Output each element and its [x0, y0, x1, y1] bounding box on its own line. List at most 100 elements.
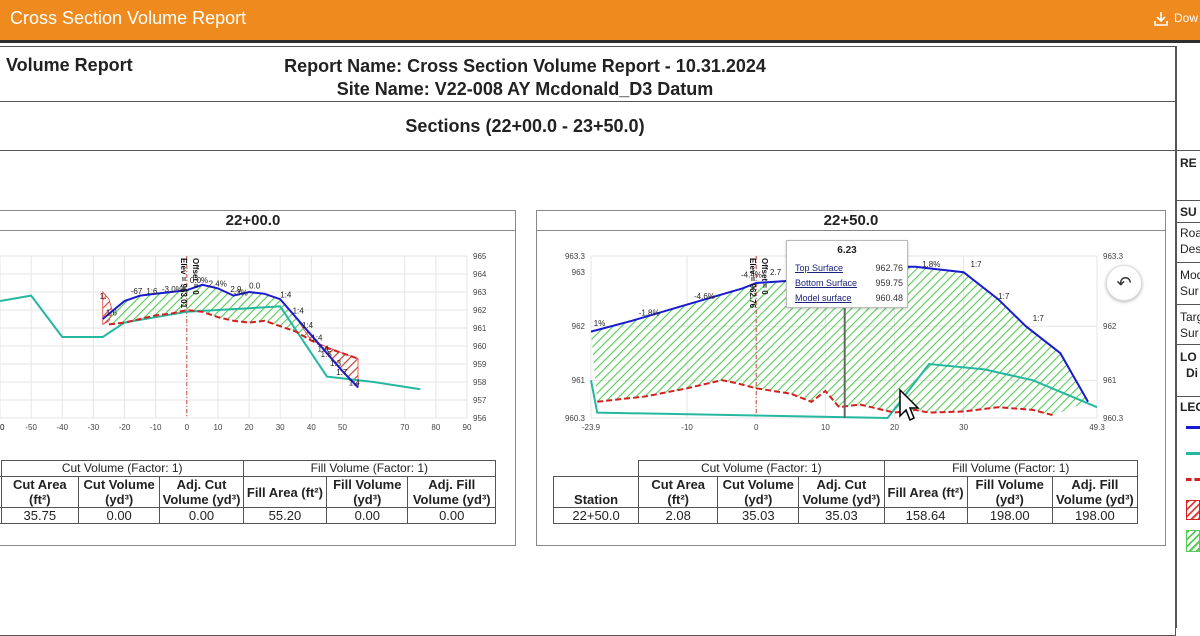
download-label: Dow — [1174, 11, 1199, 26]
reset-zoom-button[interactable]: ↶ — [1106, 265, 1142, 301]
y-tick-label: 960 — [473, 342, 487, 351]
table-header: Fill Area (ft²) — [242, 476, 328, 508]
cross-section-chart-22-00[interactable]: 60-50-40-30-20-1001020304050607080909659… — [0, 232, 515, 442]
sidebar-label: Sur — [1180, 326, 1199, 340]
x-tick-label: 20 — [890, 423, 899, 432]
y-tick-label: 964 — [473, 270, 487, 279]
slope-annotation: 0.0 — [249, 281, 261, 290]
table-header: Fill Area (ft²) — [883, 476, 968, 508]
legend-bottom-swatch — [1186, 452, 1200, 455]
y-tick-label: 962 — [473, 306, 487, 315]
table-header: Adj. Fill Volume (yd³) — [1051, 476, 1139, 508]
report-header: Report Name: Cross Section Volume Report… — [250, 55, 800, 101]
y-tick-label: 961 — [473, 324, 487, 333]
sidebar-label: Di — [1186, 366, 1198, 380]
slope-annotation: 1:4 — [293, 307, 305, 316]
y-tick-label: 961 — [1103, 376, 1117, 385]
fill-area — [102, 284, 359, 388]
table-header: Cut Volume (yd³) — [717, 476, 800, 508]
y-tick-label: 963.3 — [1103, 252, 1124, 261]
y-tick-label: 958 — [473, 378, 487, 387]
fill-group-header: Fill Volume (Factor: 1) — [242, 460, 497, 477]
spacer-cell — [553, 460, 640, 477]
slope-annotation: 1:4 — [311, 334, 323, 343]
x-tick-label: 20 — [245, 423, 254, 432]
slope-annotation: 2.9 — [230, 285, 242, 294]
model-surface-line — [108, 308, 359, 360]
table-header: Cut Volume (yd³) — [77, 476, 161, 508]
tooltip-series-name: Bottom Surface — [795, 278, 858, 288]
table-cell: 158.64 — [883, 507, 968, 524]
slope-annotation: 1:3 — [330, 359, 342, 368]
fill-area — [591, 266, 1089, 416]
sections-range: Sections (22+00.0 - 23+50.0) — [405, 116, 645, 136]
table-cell: 0.00 — [159, 507, 244, 524]
sidebar-label: LO — [1180, 350, 1197, 364]
model-surface-line — [597, 379, 1054, 417]
slope-annotation: -4.4% — [741, 271, 762, 280]
x-tick-label: -40 — [56, 423, 68, 432]
slope-annotation: 1:5 — [321, 350, 333, 359]
header-shadow — [0, 40, 1200, 43]
tooltip-series-value: 962.76 — [875, 263, 903, 273]
y-tick-label: 957 — [473, 396, 487, 405]
slope-annotation: 1:4 — [302, 321, 314, 330]
x-tick-label: 30 — [959, 423, 968, 432]
divider — [1176, 46, 1177, 628]
app-header: Cross Section Volume Report Dow — [0, 0, 1200, 40]
x-tick-label: -50 — [25, 423, 37, 432]
table-cell: 55.20 — [242, 507, 328, 524]
cut-group-header: Cut Volume (Factor: 1) — [0, 460, 244, 477]
x-tick-label: 30 — [276, 423, 285, 432]
x-tick-label: -10 — [681, 423, 693, 432]
table-cell: 22+50.0 — [552, 507, 640, 524]
slope-annotation: 1.8% — [922, 260, 940, 269]
slope-annotation: 1:6 — [106, 308, 118, 317]
slope-annotation: 0.0% — [190, 276, 208, 285]
table-cell: 35.03 — [798, 507, 885, 524]
slope-annotation: -3% — [234, 289, 248, 298]
table-header: Adj. Fill Volume (yd³) — [407, 476, 496, 508]
table-cell: 198.00 — [966, 507, 1053, 524]
table-cell: 0.00 — [407, 507, 496, 524]
sidebar-label: SU — [1180, 205, 1197, 219]
report-name: Report Name: Cross Section Volume Report… — [284, 56, 766, 76]
volume-table-22-00: Cut Volume (Factor: 1) Fill Volume (Fact… — [0, 460, 497, 524]
table-cell: 2.08 — [638, 507, 719, 524]
site-name: Site Name: V22-008 AY Mcdonald_D3 Datum — [336, 79, 714, 99]
vertical-readout: Elev = 962.76 — [748, 258, 757, 309]
table-header: Adj. Cut Volume (yd³) — [159, 476, 244, 508]
vertical-readout: Offset = 0 — [760, 258, 769, 295]
slope-annotation: 1:7 — [971, 260, 983, 269]
tooltip-series-value: 959.75 — [875, 278, 903, 288]
y-tick-label: 956 — [473, 414, 487, 423]
table-cell: 198.00 — [1051, 507, 1139, 524]
slope-annotation: 1:7 — [1033, 314, 1045, 323]
table-header: Fill Volume (yd³) — [966, 476, 1053, 508]
slope-annotation: -4.6% — [694, 292, 715, 301]
slope-annotation: 1:6 — [146, 287, 158, 296]
table-header: Cut Area (ft²) — [638, 476, 719, 508]
slope-annotation: 1% — [594, 319, 606, 328]
cut-group-header: Cut Volume (Factor: 1) — [638, 460, 885, 477]
bottom-surface-line — [590, 362, 1098, 420]
table-header: Station — [552, 476, 640, 508]
tooltip-series-name: Model surface — [795, 293, 852, 303]
x-tick-label: 90 — [463, 423, 472, 432]
report-left-title: Volume Report — [6, 55, 133, 75]
mouse-cursor-icon — [899, 388, 920, 422]
slope-annotation: -1.8% — [639, 308, 660, 317]
sidebar-label: RE — [1180, 156, 1197, 170]
divider — [0, 150, 1200, 151]
x-tick-label: 49.3 — [1089, 423, 1105, 432]
app-title: Cross Section Volume Report — [10, 8, 247, 28]
slope-annotation: -3.0% — [162, 285, 183, 294]
bottom-surface-line — [0, 294, 421, 391]
download-button[interactable]: Dow — [1152, 10, 1198, 28]
x-tick-label: 0 — [185, 423, 190, 432]
panel-station-title: 22+00.0 — [0, 211, 515, 231]
vertical-readout: Elev = 963.01 — [179, 258, 188, 309]
x-tick-label: 60 — [0, 423, 5, 432]
slope-annotation: 2.4% — [209, 280, 227, 289]
x-tick-label: 80 — [431, 423, 440, 432]
